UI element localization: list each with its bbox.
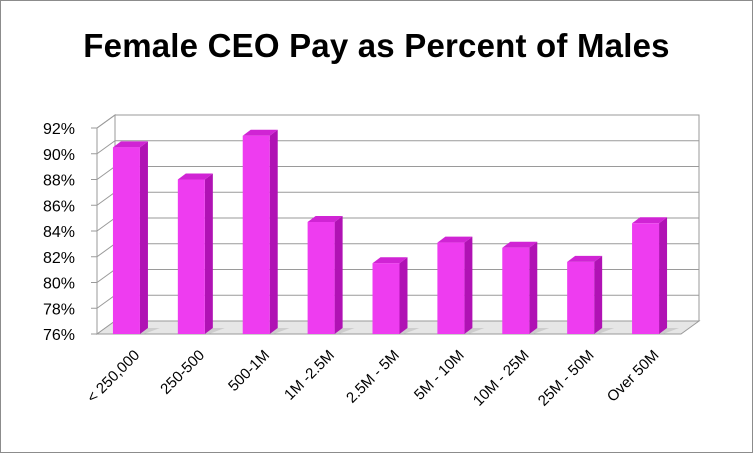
bar [242, 135, 270, 334]
y-tick-label: 84% [43, 224, 75, 241]
bar [177, 179, 205, 334]
bar [502, 247, 530, 334]
x-tick-label: 2.5M - 5M [343, 347, 403, 407]
bar-top [502, 241, 538, 248]
bar-top [242, 129, 278, 136]
x-tick-label: 10M - 25M [470, 347, 533, 410]
bar-shadow [659, 328, 680, 334]
bar [632, 223, 660, 334]
bar-shadow [204, 328, 225, 334]
bar-top [112, 141, 148, 148]
bar [372, 263, 400, 334]
bar-shadow [529, 328, 550, 334]
y-tick-label: 76% [43, 327, 75, 344]
y-tick-label: 86% [43, 198, 75, 215]
y-tick-label: 78% [43, 301, 75, 318]
bar-side [464, 236, 473, 334]
bar [437, 242, 465, 334]
bar-side [594, 255, 603, 334]
x-tick-label: 25M - 50M [535, 347, 598, 410]
bar-shadow [464, 328, 485, 334]
bar [112, 147, 140, 334]
bar-top [567, 255, 603, 262]
x-tick-label: Over 50M [604, 347, 663, 406]
bar-side [204, 173, 213, 334]
gridline [96, 114, 699, 129]
bar-shadow [269, 328, 290, 334]
y-tick-label: 80% [43, 276, 75, 293]
y-tick-label: 90% [43, 147, 75, 164]
y-tick-label: 92% [43, 121, 75, 138]
x-tick-label: 1M -2.5M [281, 347, 338, 404]
bar-side [139, 141, 148, 334]
bar-side [334, 215, 343, 334]
bar-side [269, 129, 278, 334]
x-tick-label: 250-500 [157, 347, 208, 398]
x-tick-label: 500-1M [225, 347, 273, 395]
chart-title: Female CEO Pay as Percent of Males [83, 27, 670, 64]
bar-side [529, 241, 538, 334]
bar-top [437, 236, 473, 243]
bar-top [632, 217, 668, 224]
bar [307, 221, 335, 334]
bar-shadow [594, 328, 615, 334]
bar-top [177, 173, 213, 180]
bar-side [659, 217, 668, 334]
bar-shadow [399, 328, 420, 334]
x-tick-label: < 250,000 [84, 347, 144, 407]
bar-side [399, 257, 408, 334]
bar-top [307, 215, 343, 222]
bar-shadow [139, 328, 160, 334]
bar-top [372, 257, 408, 264]
y-tick-label: 82% [43, 250, 75, 267]
y-tick-label: 88% [43, 173, 75, 190]
gridline [96, 140, 699, 155]
bar [567, 261, 595, 334]
x-tick-label: 5M - 10M [411, 347, 468, 404]
bar-shadow [334, 328, 355, 334]
